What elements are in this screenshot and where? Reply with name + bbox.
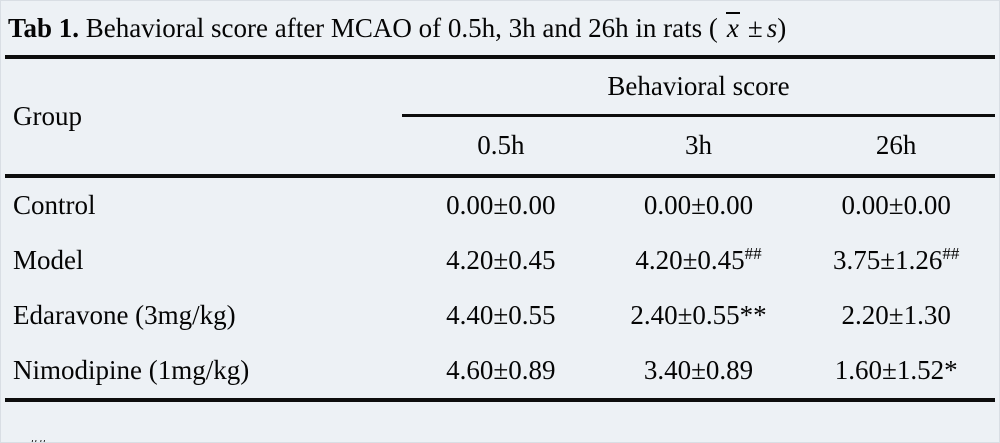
value-cell: 1.60±1.52* xyxy=(797,355,995,386)
table-row: Control 0.00±0.00 0.00±0.00 0.00±0.00 xyxy=(5,178,995,233)
row-group-label: Model xyxy=(13,245,84,275)
value-cell: 3.40±0.89 xyxy=(600,355,798,386)
mean-symbol-x-bar: x xyxy=(725,11,740,43)
group-column-header: Group xyxy=(13,101,82,131)
table-row: Edaravone (3mg/kg) 4.40±0.55 2.40±0.55**… xyxy=(5,288,995,343)
footnote-hash-marker: ## xyxy=(29,436,46,442)
value-cell: 2.40±0.55** xyxy=(600,300,798,331)
header-body-rule xyxy=(5,174,995,178)
top-rule xyxy=(5,55,995,59)
table-footnote: ##p<0.01, vs. Control； * p<0.05, ** p<0.… xyxy=(1,402,999,442)
value-cell: 2.20±1.30 xyxy=(797,300,995,331)
footnote-text: <0.05, ** xyxy=(272,440,357,442)
value-text: 2.20±1.30 xyxy=(841,300,951,330)
row-group-label: Nimodipine (1mg/kg) xyxy=(13,355,250,385)
value-text: 0.00±0.00 xyxy=(841,190,951,220)
row-group-label: Edaravone (3mg/kg) xyxy=(13,300,236,330)
value-text: 3.40±0.89 xyxy=(643,355,754,385)
time-header-26h: 26h xyxy=(875,130,917,160)
value-cell: 4.20±0.45 xyxy=(402,245,600,276)
caption-paren-close: ) xyxy=(777,12,787,43)
time-header-row: 0.5h 3h 26h xyxy=(402,117,995,174)
time-header-3h: 3h xyxy=(684,130,712,160)
value-cell: 0.00±0.00 xyxy=(797,190,995,221)
table-body: Control 0.00±0.00 0.00±0.00 0.00±0.00 Mo… xyxy=(5,178,995,398)
footnote-p-italic: p xyxy=(261,440,272,442)
sd-symbol: s xyxy=(766,12,778,43)
value-cell: 4.60±0.89 xyxy=(402,355,600,386)
caption-text: Behavioral score after MCAO of 0.5h, 3h … xyxy=(79,12,718,43)
value-cell: 0.00±0.00 xyxy=(402,190,600,221)
bottom-rule xyxy=(5,398,995,402)
footnote-text: <0.01, vs. Control； * xyxy=(62,440,262,442)
footnote-p-italic: p xyxy=(357,440,368,442)
plus-minus-sign: ± xyxy=(747,12,763,43)
value-text: 2.40±0.55** xyxy=(630,300,767,330)
value-text: 4.20±0.45 xyxy=(635,245,745,275)
table-header: Group Behavioral score 0.5h 3h 26h xyxy=(5,59,995,174)
table-row: Nimodipine (1mg/kg) 4.60±0.89 3.40±0.89 … xyxy=(5,343,995,398)
value-text: 0.00±0.00 xyxy=(446,190,556,220)
significance-marker: ## xyxy=(942,244,960,263)
behavioral-score-header-block: Behavioral score 0.5h 3h 26h xyxy=(402,59,995,174)
span-header: Behavioral score xyxy=(607,71,790,101)
value-text: 4.60±0.89 xyxy=(446,355,556,385)
footnote-p-italic: p xyxy=(51,440,62,442)
row-group-label: Control xyxy=(13,190,96,220)
value-cell: 4.20±0.45## xyxy=(600,245,798,276)
time-header-0-5h: 0.5h xyxy=(477,130,525,160)
table-caption: Tab 1. Behavioral score after MCAO of 0.… xyxy=(1,1,999,55)
significance-marker: ## xyxy=(744,244,762,263)
value-text: 3.75±1.26 xyxy=(833,245,943,275)
value-text: 4.20±0.45 xyxy=(446,245,556,275)
value-text: 0.00±0.00 xyxy=(643,190,754,220)
value-cell: 4.40±0.55 xyxy=(402,300,600,331)
value-text: 4.40±0.55 xyxy=(446,300,556,330)
caption-label: Tab 1. xyxy=(8,12,80,43)
value-text: 1.60±1.52* xyxy=(834,355,958,385)
footnote-text: <0.01 vs. Model xyxy=(368,440,506,442)
span-header-rule xyxy=(402,114,995,117)
value-cell: 0.00±0.00 xyxy=(600,190,798,221)
value-cell: 3.75±1.26## xyxy=(797,245,995,276)
table-row: Model 4.20±0.45 4.20±0.45## 3.75±1.26## xyxy=(5,233,995,288)
